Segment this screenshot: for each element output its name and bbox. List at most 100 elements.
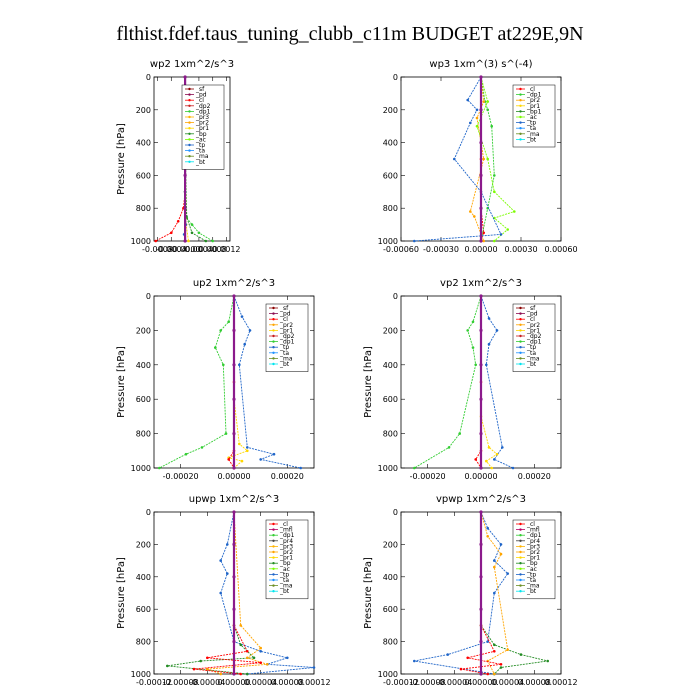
legend-entry: _tp [279,344,289,351]
legend-entry: _tp [526,344,536,351]
series-point [166,664,169,668]
y-tick-label: 600 [136,605,151,614]
series-point [232,542,236,547]
legend-entry: _ma [279,355,293,362]
series-point [479,640,483,644]
legend-marker [519,573,522,576]
series-point [486,672,490,676]
legend-marker [272,312,275,315]
legend-marker [188,138,191,141]
legend-entry: _ma [526,583,540,590]
x-tick-label: 0.00000 [464,678,497,687]
legend-marker [272,522,275,526]
panel-2: wp3 1xm^(3) s^(-4)02004006008001000-0.00… [378,59,578,254]
y-tick-label: 0 [393,508,398,517]
series-point [466,656,470,660]
x-tick-label: -0.00004 [189,678,225,687]
y-tick-label: 0 [146,508,151,517]
y-tick-label: 800 [136,430,151,439]
legend-entry: _mfl [279,527,293,534]
series-point [240,459,244,463]
series-point [447,446,451,449]
x-tick-label: -0.00060 [383,245,419,254]
y-tick-label: 200 [383,326,398,335]
legend-marker [272,562,275,565]
x-tick-label: 0.0008 [199,245,227,254]
series-point [299,466,303,470]
figure-title: flthist.fdef.taus_tuning_clubb_c11m BUDG… [116,23,583,45]
legend-entry: _bp1 [526,108,542,115]
y-axis-label: Pressure [hPa] [116,346,127,418]
y-tick-label: 800 [383,430,398,439]
series-point [246,672,249,676]
series-point [183,75,187,79]
series-point [246,449,249,453]
legend-marker [519,132,522,135]
y-tick-label: 1000 [378,237,398,246]
series-point [479,108,483,112]
series-point [475,116,479,120]
series-point [183,206,187,210]
series-point [232,607,236,611]
legend-marker [519,318,522,321]
legend-marker [519,312,522,315]
legend-entry: _pr1 [526,555,540,562]
series-line [159,295,235,469]
x-tick-label: 0.00020 [271,472,304,481]
series-point [239,624,242,627]
series-point [197,231,201,235]
y-tick-label: 200 [136,540,151,549]
legend-entry: _bt [279,588,290,595]
legend-entry: _ta [526,125,536,132]
legend-entry: _pr3 [279,543,293,550]
series-point [158,466,161,470]
y-tick-label: 200 [383,106,398,115]
legend-entry: _dp2 [195,103,211,110]
legend-marker [272,357,275,360]
legend-entry: _mfl [526,527,540,534]
x-tick-label: 0.00004 [491,678,524,687]
series-point [506,572,510,575]
series-point [519,653,523,656]
y-tick-label: 0 [146,292,151,301]
x-tick-label: -0.0004 [156,245,187,254]
y-axis-label: Pressure [hPa] [363,557,374,629]
legend-entry: _pd [279,311,291,318]
series-point [226,543,229,546]
series-point [312,666,316,669]
series-point [479,141,483,145]
legend-marker [272,528,275,531]
series-point [493,672,496,676]
x-tick-label: -0.00012 [136,678,172,687]
y-axis-label: Pressure [hPa] [116,557,127,629]
legend-entry: _pr2 [279,549,293,556]
series-point [486,535,490,538]
y-tick-label: 1000 [131,237,151,246]
legend-marker [188,110,191,113]
series-line [233,295,301,469]
legend-entry: _ma [279,583,293,590]
legend-entry: _tp [279,571,289,578]
legend-entry: _pr2 [279,322,293,329]
series-point [413,239,416,243]
series-point [475,108,479,112]
series-point [493,559,496,562]
series-point [248,329,252,332]
x-tick-label: 0.00000 [217,678,250,687]
legend-marker [519,562,522,565]
series-point [487,317,491,320]
panel-title: up2 1xm^2/s^3 [193,278,275,289]
series-point [219,672,222,676]
legend-entry: _pr1 [526,327,540,334]
series-line [167,512,256,675]
series-point [479,510,483,514]
legend-entry: _pr4 [279,538,293,545]
legend-marker [519,545,522,548]
legend-entry: _cl [526,521,535,528]
legend-entry: _ta [195,148,205,155]
legend-entry: _pr3 [195,114,209,121]
series-point [474,458,478,461]
legend-marker [188,160,191,163]
series-line [480,296,498,469]
y-tick-label: 600 [136,171,151,180]
